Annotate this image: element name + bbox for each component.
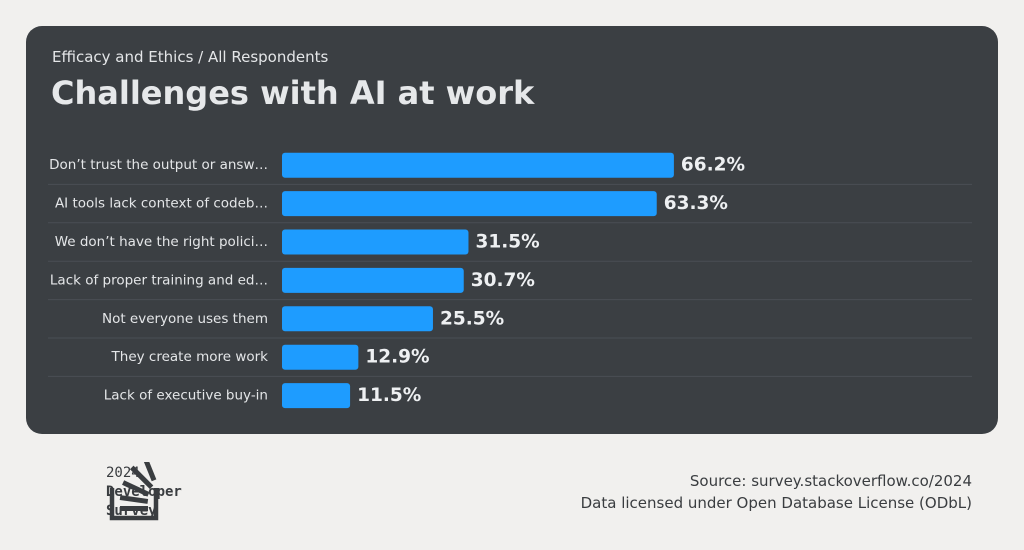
stackoverflow-logo-icon xyxy=(109,462,159,521)
survey-logo-text: 2024 Developer Survey xyxy=(106,464,182,521)
bar xyxy=(282,306,433,332)
bar xyxy=(282,383,351,409)
value-label: 30.7% xyxy=(471,270,535,291)
source-block: Source: survey.stackoverflow.co/2024 Dat… xyxy=(581,470,972,514)
chart-title: Challenges with AI at work xyxy=(51,74,535,112)
category-label: Not everyone uses them xyxy=(102,311,268,327)
value-label: 12.9% xyxy=(365,347,429,368)
bar xyxy=(282,152,674,178)
logo-year: 2024 xyxy=(106,465,140,481)
category-label: Don’t trust the output or answ… xyxy=(49,157,268,173)
logo-line-survey: Survey xyxy=(106,503,157,519)
category-label: Lack of executive buy-in xyxy=(104,388,268,404)
bar xyxy=(282,191,657,217)
source-text: Source: survey.stackoverflow.co/2024 xyxy=(689,472,972,490)
chart-card: Efficacy and Ethics / All Respondents Ch… xyxy=(26,26,998,434)
bar xyxy=(282,229,469,255)
category-label: Lack of proper training and ed… xyxy=(50,272,268,288)
category-label: We don’t have the right polici… xyxy=(55,234,268,250)
value-label: 31.5% xyxy=(475,232,539,253)
value-label: 66.2% xyxy=(681,155,745,176)
license-text: Data licensed under Open Database Licens… xyxy=(580,494,972,512)
logo-line-developer: Developer xyxy=(106,484,182,500)
value-label: 63.3% xyxy=(664,193,728,214)
value-label: 11.5% xyxy=(357,385,421,406)
value-label: 25.5% xyxy=(440,308,504,329)
bar-chart: Don’t trust the output or answ… 66.2% AI t… xyxy=(48,152,972,409)
category-label: AI tools lack context of codeb… xyxy=(55,196,268,212)
bar xyxy=(282,267,464,293)
category-label: They create more work xyxy=(111,349,269,365)
bar xyxy=(282,344,359,370)
chart-subtitle: Efficacy and Ethics / All Respondents xyxy=(52,48,329,66)
